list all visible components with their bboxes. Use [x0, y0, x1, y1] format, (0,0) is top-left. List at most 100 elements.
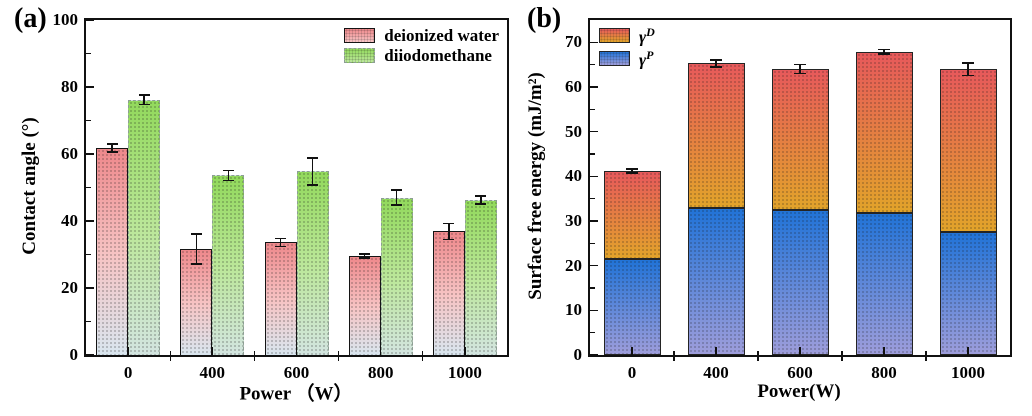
x-axis-tick-label: 800 — [367, 363, 394, 382]
x-axis-minor-tick — [422, 357, 424, 361]
x-axis-major-tick — [631, 347, 633, 355]
legend-label-deionized-water: deionized water — [384, 26, 499, 45]
x-axis-major-tick — [211, 347, 214, 355]
y-axis-minor-tick — [590, 242, 595, 245]
y-axis-minor-tick — [590, 287, 595, 289]
x-axis-major-tick — [883, 347, 885, 355]
error-bar-line — [195, 233, 198, 264]
error-bar-cap-top — [710, 58, 722, 61]
y-axis-tick-label: 100 — [52, 10, 79, 29]
error-bar-cap-top — [794, 63, 806, 66]
bar-gamma-d-600 — [771, 69, 829, 211]
error-bar-line — [480, 195, 482, 204]
error-bar-line — [395, 190, 398, 205]
error-bar-cap-top — [626, 168, 638, 170]
error-bar-cap-top — [359, 253, 371, 255]
x-axis-minor-tick — [169, 357, 171, 361]
error-bar-cap-bottom — [391, 204, 403, 206]
legend-item-deionized-water: deionized water — [344, 27, 499, 44]
bar-gamma-p-1000 — [939, 231, 997, 355]
y-axis-major-tick — [590, 86, 598, 88]
error-bar-cap-top — [307, 157, 318, 159]
y-axis-major-tick — [86, 86, 94, 88]
legend-swatch-gamma-p — [599, 50, 630, 66]
panel-b-label: (b) — [527, 3, 562, 34]
y-axis-tick-label: 70 — [565, 32, 582, 52]
chart-a-plot-area: 0 20 40 60 80 100 0 400 600 800 1000 deionized wate… — [53, 10, 509, 382]
y-axis-tick-label: 50 — [565, 121, 582, 141]
y-axis-tick-label: 60 — [61, 144, 78, 163]
error-bar-cap-top — [443, 222, 455, 225]
x-axis-tick-label: 400 — [199, 363, 226, 382]
chart-b-legend: γD γP — [599, 26, 655, 68]
y-axis-major-tick — [86, 153, 94, 155]
error-bar-line — [111, 143, 113, 152]
error-bar-line — [967, 62, 969, 76]
x-axis-minor-tick — [337, 357, 340, 361]
error-bar-cap-bottom — [794, 72, 806, 75]
y-axis-tick-label: 10 — [565, 300, 582, 320]
x-axis-tick-label: 1000 — [447, 363, 482, 382]
x-axis-major-tick — [127, 347, 129, 355]
y-axis-minor-tick — [590, 331, 595, 334]
bar-diiodomethane-0 — [128, 99, 161, 355]
legend-swatch-gamma-d — [599, 28, 630, 44]
y-axis-minor-tick — [86, 52, 91, 55]
error-bar-line — [448, 223, 450, 240]
error-bar-cap-top — [962, 62, 974, 64]
y-axis-minor-tick — [86, 119, 91, 122]
bar-gamma-p-400 — [687, 207, 745, 355]
x-axis-major-tick — [967, 347, 969, 355]
bar-deionized-water-800 — [348, 256, 381, 355]
error-bar-cap-bottom — [222, 179, 234, 182]
x-axis-minor-tick — [757, 357, 759, 361]
error-bar-cap-top — [190, 232, 202, 235]
x-axis-minor-tick — [253, 351, 256, 355]
error-bar-cap-bottom — [307, 184, 318, 186]
y-axis-major-tick — [590, 309, 598, 312]
x-axis-minor-tick — [841, 351, 843, 355]
x-axis-tick-label: 600 — [283, 363, 310, 382]
error-bar-cap-bottom — [443, 238, 455, 241]
bar-deionized-water-600 — [264, 242, 297, 355]
chart-a-legend: deionized water diiodomethane — [344, 27, 499, 64]
error-bar-cap-top — [391, 189, 403, 191]
y-axis-tick-label: 60 — [565, 77, 582, 96]
legend-label-diiodomethane: diiodomethane — [384, 46, 492, 65]
x-axis-minor-tick — [253, 357, 256, 361]
error-bar-line — [631, 169, 633, 173]
bar-diiodomethane-600 — [296, 171, 329, 355]
x-axis-major-tick — [379, 347, 382, 355]
x-axis-minor-tick — [757, 351, 759, 355]
error-bar-line — [279, 238, 282, 247]
y-axis-minor-tick — [86, 186, 91, 189]
y-axis-tick-label: 30 — [565, 211, 582, 230]
error-bar-cap-top — [106, 143, 118, 145]
error-bar-cap-bottom — [878, 53, 890, 55]
panel-a-label: (a) — [14, 3, 47, 34]
x-axis-tick-label: 0 — [627, 363, 637, 382]
x-axis-minor-tick — [337, 351, 340, 355]
bar-gamma-p-0 — [603, 259, 661, 355]
y-axis-minor-tick — [86, 320, 91, 323]
y-axis-major-tick — [590, 220, 598, 222]
error-bar-cap-bottom — [359, 257, 371, 259]
error-bar-line — [715, 59, 717, 67]
x-axis-minor-tick — [169, 351, 171, 355]
error-bar-cap-top — [475, 195, 487, 197]
bar-deionized-water-0 — [96, 147, 129, 355]
y-axis-minor-tick — [590, 197, 595, 200]
x-axis-minor-tick — [925, 357, 927, 361]
bar-diiodomethane-1000 — [464, 199, 497, 355]
legend-item-diiodomethane: diiodomethane — [344, 47, 499, 64]
x-axis-minor-tick — [673, 351, 675, 355]
bar-gamma-p-600 — [771, 210, 829, 355]
y-axis-major-tick — [86, 354, 94, 356]
error-bar-cap-bottom — [190, 263, 202, 265]
bar-deionized-water-1000 — [432, 231, 465, 355]
x-axis-minor-tick — [925, 351, 927, 355]
error-bar-cap-top — [878, 48, 890, 51]
bar-gamma-d-800 — [855, 51, 913, 213]
legend-label-gamma-d: γD — [639, 25, 655, 47]
chart-b-plot-area: 0 10 20 30 40 50 60 70 0 400 600 800 1000 γD γP — [565, 18, 1012, 382]
